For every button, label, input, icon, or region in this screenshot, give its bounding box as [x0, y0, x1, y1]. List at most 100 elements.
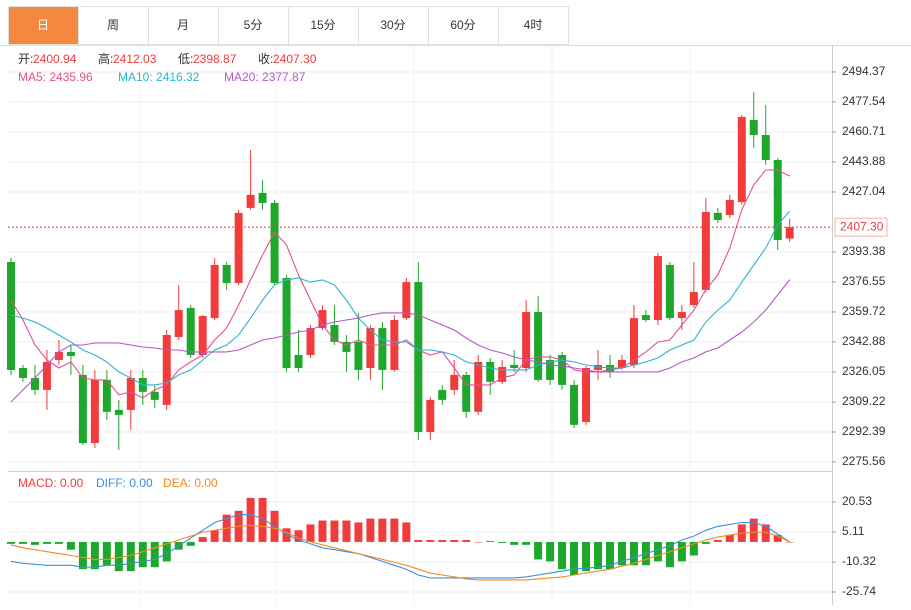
macd-bar: [186, 541, 195, 546]
candle-body: [126, 377, 135, 410]
candle-body: [378, 328, 387, 370]
legend-entry: DEA: 0.00: [163, 476, 218, 490]
candle-body: [522, 312, 531, 368]
candle-body: [689, 292, 698, 306]
macd-bar: [30, 541, 39, 545]
macd-bar: [7, 541, 15, 544]
macd-bar: [258, 497, 267, 542]
macd-bar: [498, 541, 507, 543]
candle-body: [318, 310, 327, 329]
tab[interactable]: [428, 6, 499, 45]
tab[interactable]: [78, 6, 149, 45]
macd-bar: [617, 541, 626, 566]
macd-bar: [162, 541, 171, 562]
y-tick-label: -10.32: [842, 554, 876, 568]
tab-label[interactable]: 日: [37, 18, 49, 32]
tab[interactable]: [498, 6, 569, 45]
macd-bar: [558, 541, 567, 570]
candle-body: [30, 377, 39, 390]
candle-body: [222, 264, 231, 283]
candle-body: [102, 379, 111, 412]
candle-body: [306, 328, 315, 355]
candle-body: [558, 354, 567, 385]
tab-label[interactable]: 4时: [524, 18, 543, 32]
candle-body: [629, 318, 638, 365]
tab[interactable]: [358, 6, 429, 45]
candle-body: [510, 364, 519, 368]
legend-entry: DIFF: 0.00: [96, 476, 153, 490]
candle-body: [785, 227, 794, 239]
candle-body: [641, 315, 650, 321]
indicator-line: [10, 524, 790, 581]
y-tick-label: 2477.54: [842, 94, 886, 108]
macd-bar: [725, 534, 734, 542]
macd-bar: [522, 541, 531, 545]
candle-body: [78, 374, 87, 444]
y-tick-label: 5.11: [842, 524, 865, 538]
ohlc-key: 低:: [178, 52, 193, 66]
ohlc-value: 2412.03: [113, 52, 157, 66]
macd-bar: [749, 518, 758, 542]
y-tick-label: 2275.56: [842, 454, 886, 468]
last-price-box: [834, 217, 888, 237]
candle-body: [42, 361, 51, 390]
ohlc-key: 开:: [18, 52, 33, 66]
candle-body: [174, 310, 183, 337]
macd-bar: [785, 541, 794, 543]
candle-body: [450, 374, 459, 390]
legend-entry: MACD: 0.00: [18, 476, 84, 490]
candle-body: [725, 199, 734, 216]
macd-bar: [18, 541, 27, 544]
macd-bar: [342, 520, 351, 542]
macd-bar: [761, 524, 770, 542]
candle-body: [677, 312, 686, 319]
macd-bar: [42, 541, 51, 544]
candle-body: [462, 374, 471, 412]
macd-bar: [306, 524, 315, 542]
indicator-line: [10, 210, 791, 386]
ohlc-value: 2400.94: [33, 52, 77, 66]
macd-bar: [378, 518, 387, 542]
candle-body: [546, 359, 555, 380]
candle-body: [18, 367, 27, 378]
macd-bar: [354, 522, 363, 542]
candle-body: [114, 409, 123, 415]
macd-bar: [462, 539, 471, 542]
candle-body: [570, 384, 579, 425]
macd-bar: [606, 541, 614, 570]
tab-label[interactable]: 5分: [244, 18, 263, 32]
macd-bar: [330, 520, 339, 542]
legend-entry: MA10: 2416.32: [118, 70, 200, 84]
macd-bar: [402, 522, 411, 542]
macd-bar: [629, 541, 638, 566]
macd-bar: [486, 540, 495, 542]
candle-body: [90, 379, 99, 444]
macd-bar: [582, 541, 591, 572]
candle-body: [402, 282, 411, 319]
tab-label[interactable]: 周: [107, 18, 119, 32]
tab-label[interactable]: 月: [177, 18, 189, 32]
tab-label[interactable]: 15分: [310, 18, 335, 32]
candle-body: [54, 351, 63, 360]
ohlc-key: 高:: [98, 51, 113, 66]
candle-body: [773, 159, 782, 241]
ohlc-key: 收:: [258, 52, 273, 66]
candle-body: [366, 328, 375, 368]
macd-bar: [773, 534, 782, 542]
tab-label[interactable]: 60分: [450, 18, 475, 32]
tab[interactable]: [8, 6, 79, 45]
macd-bar: [474, 541, 483, 543]
y-tick-label: 2292.39: [842, 424, 886, 438]
candle-body: [749, 120, 758, 136]
candle-body: [486, 361, 495, 382]
macd-bar: [426, 539, 435, 542]
macd-bar: [282, 528, 291, 542]
tab-label[interactable]: 30分: [380, 18, 405, 32]
y-tick-label: 2326.05: [842, 364, 886, 378]
macd-bar: [653, 541, 662, 562]
macd-bar: [150, 541, 159, 568]
macd-bar: [689, 541, 698, 556]
candle-body: [582, 367, 591, 422]
